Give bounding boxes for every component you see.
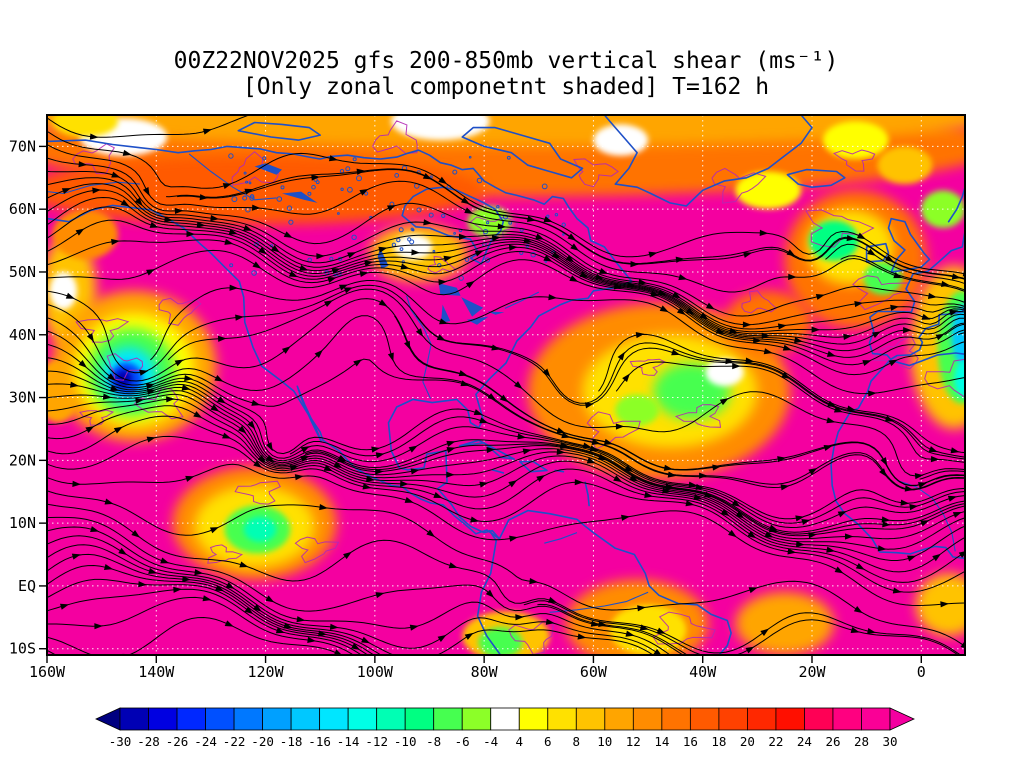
colorbar-label--8: -8 (426, 734, 441, 749)
x-tick-label-160W: 160W (29, 663, 66, 681)
colorbar-left-arrow (95, 707, 121, 731)
colorbar-label--26: -26 (166, 734, 189, 749)
colorbar-label-8: 8 (573, 734, 581, 749)
chart-title-block: 00Z22NOV2025 gfs 200-850mb vertical shea… (0, 48, 1012, 100)
colorbar-label--16: -16 (308, 734, 331, 749)
colorbar-label--14: -14 (337, 734, 360, 749)
colorbar-label--6: -6 (455, 734, 470, 749)
y-tick-label-10N: 10N (9, 514, 36, 532)
colorbar-label--18: -18 (280, 734, 303, 749)
x-tick-label-80W: 80W (471, 663, 499, 681)
x-tick-label-60W: 60W (580, 663, 608, 681)
y-tick-label-30N: 30N (9, 389, 36, 407)
colorbar-label-28: 28 (854, 734, 869, 749)
x-tick-label-100W: 100W (357, 663, 394, 681)
colorbar: -30 -28 -26 -24 -22 -20 -18 -16 -14 -12 -10 -8 -6 -4 4… (95, 707, 915, 749)
contour-layer (72, 120, 965, 655)
colorbar-label--20: -20 (251, 734, 274, 749)
y-tick-label-70N: 70N (9, 137, 36, 155)
colorbar-label-18: 18 (711, 734, 726, 749)
y-tick-label-EQ: EQ (18, 577, 36, 595)
colorbar-label-12: 12 (626, 734, 641, 749)
y-tick-label-10S: 10S (9, 640, 36, 658)
x-tick-label-140W: 140W (138, 663, 175, 681)
colorbar-label--12: -12 (365, 734, 388, 749)
colorbar-right-arrow (889, 707, 915, 731)
colorbar-label--30: -30 (109, 734, 132, 749)
map-frame (46, 114, 966, 656)
colorbar-label-26: 26 (825, 734, 840, 749)
streamline-arrows (59, 128, 965, 655)
colorbar-label-24: 24 (797, 734, 812, 749)
colorbar-label-30: 30 (882, 734, 897, 749)
y-tick-label-20N: 20N (9, 451, 36, 469)
colorbar-label-6: 6 (544, 734, 552, 749)
y-axis: 70N 60N 50N 40N 30N 20N 10N EQ 10S (9, 137, 47, 658)
x-tick-label-120W: 120W (248, 663, 285, 681)
x-tick-label-40W: 40W (689, 663, 717, 681)
chart-title-line1: 00Z22NOV2025 gfs 200-850mb vertical shea… (173, 48, 839, 74)
chart-title-line2: [Only zonal componetnt shaded] T=162 h (242, 74, 770, 100)
map-layers (47, 115, 965, 655)
x-axis: 160W 140W 120W 100W 80W 60W 40W 20W 0 (29, 655, 926, 681)
x-tick-label-0: 0 (917, 663, 926, 681)
colorbar-label-16: 16 (683, 734, 698, 749)
colorbar-label-20: 20 (740, 734, 755, 749)
y-tick-label-40N: 40N (9, 326, 36, 344)
colorbar-label--4: -4 (483, 734, 498, 749)
small-lakes-layer (228, 153, 566, 281)
x-tick-label-20W: 20W (798, 663, 826, 681)
colorbar-label--28: -28 (137, 734, 160, 749)
colorbar-label--24: -24 (194, 734, 217, 749)
colorbar-label-22: 22 (768, 734, 783, 749)
y-tick-label-50N: 50N (9, 263, 36, 281)
y-tick-label-60N: 60N (9, 200, 36, 218)
colorbar-label-10: 10 (597, 734, 612, 749)
colorbar-label--22: -22 (223, 734, 246, 749)
colorbar-label-14: 14 (654, 734, 669, 749)
colorbar-label--10: -10 (394, 734, 417, 749)
colorbar-label-4: 4 (516, 734, 524, 749)
